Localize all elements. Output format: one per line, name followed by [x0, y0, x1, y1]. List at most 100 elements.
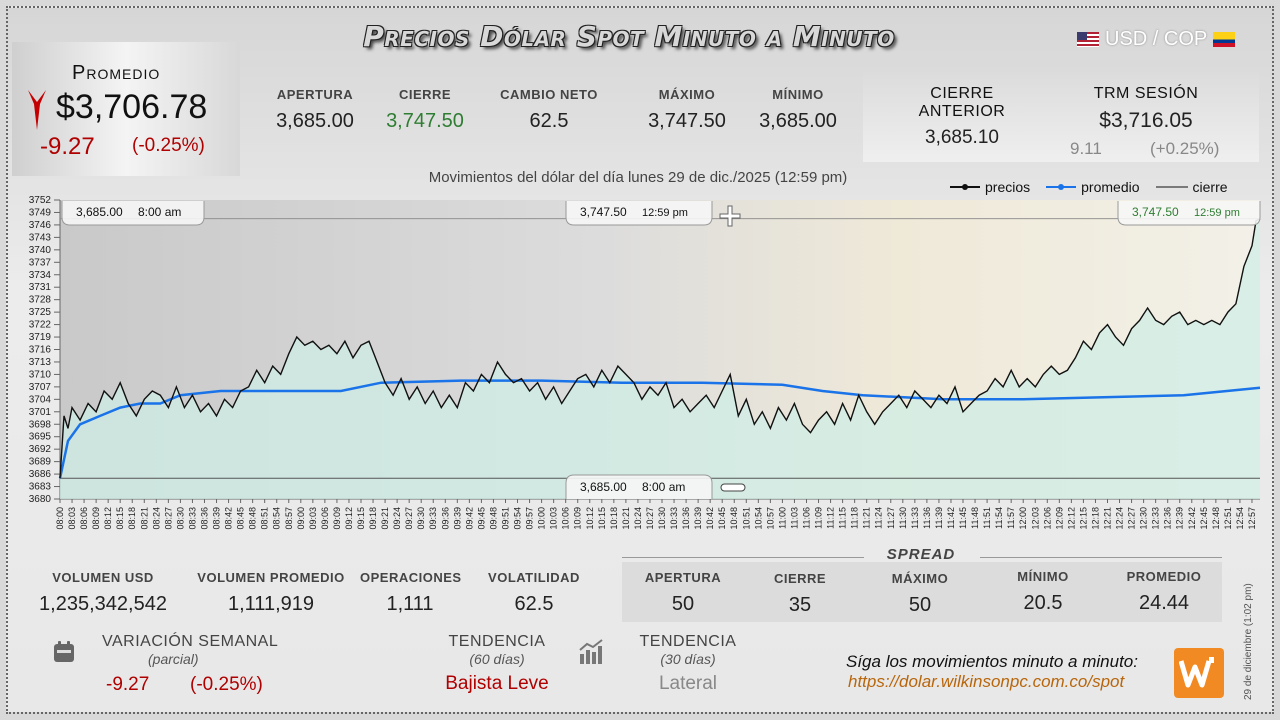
x-tick-label: 09:39 — [452, 507, 462, 530]
y-tick-label: 3689 — [29, 457, 52, 468]
promedio-value: $3,706.78 — [56, 88, 208, 126]
x-tick-label: 12:12 — [1066, 507, 1076, 530]
x-tick-label: 11:06 — [801, 507, 811, 529]
series-precios-line — [59, 218, 1261, 479]
x-tick-label: 08:00 — [55, 507, 65, 530]
x-tick-label: 11:36 — [922, 507, 932, 529]
tendencia-label: TENDENCIA — [448, 633, 546, 650]
y-tick-label: 3743 — [29, 232, 52, 243]
x-tick-label: 11:12 — [826, 507, 836, 529]
stat-apertura: APERTURA 3,685.00 — [270, 87, 360, 133]
y-tick-label: 3734 — [29, 270, 52, 281]
x-tick-label: 09:45 — [476, 507, 486, 530]
x-tick-label: 08:24 — [151, 507, 161, 530]
stat-label: APERTURA — [644, 570, 722, 585]
tendencia-sub: (30 días) — [660, 651, 716, 667]
stat-volumen-usd: VOLUMEN USD 1,235,342,542 — [30, 570, 176, 616]
y-tick-label: 3716 — [29, 345, 52, 356]
tendencia-label: TENDENCIA — [639, 633, 737, 650]
crosshair-icon[interactable] — [719, 205, 741, 227]
x-tick-label: 10:51 — [741, 507, 751, 530]
x-tick-label: 12:54 — [1235, 507, 1245, 530]
bar-chart-icon — [579, 639, 603, 664]
tendencia-sub: (60 días) — [469, 651, 525, 667]
x-tick-label: 10:48 — [729, 507, 739, 530]
x-tick-label: 12:42 — [1187, 507, 1197, 530]
stat-trm: TRM SESIÓN $3,716.05 — [1080, 85, 1212, 133]
x-tick-label: 10:24 — [633, 507, 643, 530]
stat-label: CIERRE — [773, 571, 827, 586]
x-tick-label: 11:39 — [934, 507, 944, 529]
x-tick-label: 09:00 — [296, 507, 306, 530]
promedio-label: Promedio — [72, 62, 161, 84]
x-tick-label: 12:18 — [1090, 507, 1100, 530]
page-title: Precios Dólar Spot Minuto a Minuto — [363, 20, 895, 53]
x-tick-label: 08:39 — [212, 507, 222, 530]
stat-value: 1,111,919 — [227, 593, 314, 615]
x-tick-label: 10:06 — [561, 507, 571, 530]
x-tick-label: 11:45 — [958, 507, 968, 529]
x-tick-label: 11:15 — [838, 507, 848, 529]
x-tick-label: 08:18 — [127, 507, 137, 530]
y-tick-label: 3692 — [29, 444, 52, 455]
tendencia-value: Lateral — [658, 673, 718, 694]
stat-value: 50 — [671, 593, 695, 615]
stat-operaciones: OPERACIONES 1,111 — [360, 570, 461, 616]
x-tick-label: 10:15 — [597, 507, 607, 530]
x-tick-label: 09:09 — [332, 507, 342, 530]
x-tick-label: 12:15 — [1078, 507, 1088, 530]
stat-value: 3,685.00 — [759, 110, 837, 132]
legend-label: cierre — [1192, 179, 1228, 195]
stat-label: CIERRE ANTERIOR — [918, 85, 1006, 120]
side-date: 29 de diciembre (1:02 pm) — [1243, 583, 1254, 700]
x-tick-label: 09:18 — [368, 507, 378, 530]
x-tick-label: 12:24 — [1115, 507, 1125, 530]
x-tick-label: 11:18 — [850, 507, 860, 529]
x-tick-label: 08:15 — [115, 507, 125, 530]
y-tick-label: 3722 — [29, 320, 52, 331]
right-stats-panel — [863, 72, 1259, 162]
x-tick-label: 12:45 — [1199, 507, 1209, 530]
x-tick-label: 10:00 — [537, 507, 547, 530]
x-tick-label: 09:24 — [392, 507, 402, 530]
x-tick-label: 10:45 — [717, 507, 727, 530]
stat-volumen-promedio: VOLUMEN PROMEDIO 1,111,919 — [196, 570, 346, 616]
promedio-change-pct: (-0.25%) — [132, 135, 205, 156]
trm-change-pct: (+0.25%) — [1150, 139, 1220, 158]
x-tick-label: 10:57 — [765, 507, 775, 530]
y-tick-label: 3713 — [29, 357, 52, 368]
annotation-time: 8:00 am — [138, 205, 181, 219]
wilkinson-logo[interactable] — [1174, 648, 1224, 698]
tendencia-60: TENDENCIA (60 días) Bajista Leve — [430, 633, 564, 695]
x-tick-label: 08:12 — [103, 507, 113, 530]
stat-label: CAMBIO NETO — [500, 87, 598, 102]
x-tick-label: 12:36 — [1163, 507, 1173, 530]
x-tick-label: 08:27 — [163, 507, 173, 530]
chart-legend: precios promedio cierre — [950, 179, 1228, 195]
promo-text: Síga los movimientos minuto a minuto: — [846, 652, 1138, 671]
x-tick-label: 09:42 — [464, 507, 474, 530]
x-tick-label: 12:00 — [1018, 507, 1028, 530]
scroll-handle[interactable] — [720, 483, 746, 492]
x-tick-label: 09:54 — [513, 507, 523, 530]
stat-value: 3,685.10 — [925, 127, 999, 148]
stat-cierre: CIERRE 3,747.50 — [380, 87, 470, 133]
promo-link[interactable]: https://dolar.wilkinsonpc.com.co/spot — [848, 672, 1125, 691]
annotation-time: 12:59 pm — [1194, 207, 1240, 219]
legend-swatch-precios — [950, 184, 980, 190]
stat-cierre-anterior: CIERRE ANTERIOR 3,685.10 — [886, 85, 1038, 149]
spread-cierre: CIERRE 35 — [760, 571, 840, 617]
x-tick-label: 11:51 — [982, 507, 992, 529]
x-tick-label: 10:21 — [621, 507, 631, 530]
us-flag-icon — [1077, 32, 1099, 47]
annotation-value: 3,747.50 — [580, 205, 627, 219]
y-tick-label: 3719 — [29, 332, 52, 343]
x-tick-label: 11:33 — [910, 507, 920, 529]
x-tick-label: 09:03 — [308, 507, 318, 530]
legend-label: promedio — [1081, 179, 1140, 195]
promedio-panel — [12, 42, 240, 176]
x-tick-label: 12:33 — [1151, 507, 1161, 530]
stat-value: 1,111 — [386, 593, 434, 615]
stat-value: 62.5 — [529, 110, 569, 132]
